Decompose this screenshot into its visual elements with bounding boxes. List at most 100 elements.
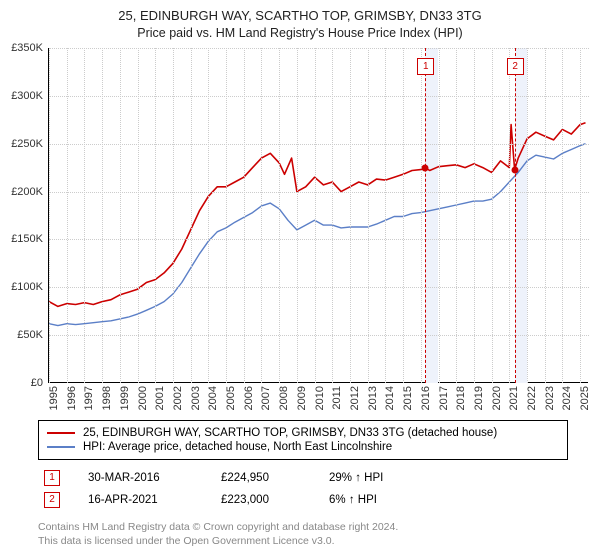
x-tick-label: 2001 (154, 386, 166, 410)
y-tick-label: £300K (11, 90, 43, 102)
gridline-v (67, 48, 68, 383)
legend-label: HPI: Average price, detached house, Nort… (83, 441, 392, 453)
gridline-v (350, 48, 351, 383)
gridline-v (439, 48, 440, 383)
x-tick-label: 1998 (101, 386, 113, 410)
line-layer (49, 48, 589, 383)
event-row: 1 30-MAR-2016 £224,950 29% ↑ HPI (38, 467, 568, 489)
y-tick-label: £0 (31, 377, 43, 389)
gridline-v (580, 48, 581, 383)
legend-swatch (47, 432, 75, 434)
y-tick-label: £250K (11, 138, 43, 150)
gridline-h (49, 335, 589, 336)
chart-container: 25, EDINBURGH WAY, SCARTHO TOP, GRIMSBY,… (0, 0, 600, 560)
x-tick-label: 2018 (455, 386, 467, 410)
y-tick-label: £350K (11, 42, 43, 54)
legend-box: 25, EDINBURGH WAY, SCARTHO TOP, GRIMSBY,… (38, 420, 568, 460)
gridline-v (173, 48, 174, 383)
x-tick-label: 2012 (349, 386, 361, 410)
gridline-v (297, 48, 298, 383)
gridline-v (279, 48, 280, 383)
x-tick-label: 2024 (561, 386, 573, 410)
gridline-h (49, 144, 589, 145)
gridline-v (84, 48, 85, 383)
x-tick-label: 2013 (367, 386, 379, 410)
legend-item-hpi: HPI: Average price, detached house, Nort… (47, 440, 559, 454)
event-marker-flag: 2 (507, 58, 524, 75)
gridline-v (226, 48, 227, 383)
x-tick-label: 1999 (119, 386, 131, 410)
x-tick-label: 2003 (190, 386, 202, 410)
event-marker-box: 1 (44, 470, 60, 486)
x-tick-label: 1995 (48, 386, 60, 410)
event-marker-line (425, 48, 426, 383)
gridline-v (208, 48, 209, 383)
gridline-v (403, 48, 404, 383)
event-price: £223,000 (221, 494, 301, 506)
gridline-v (562, 48, 563, 383)
series-hpi (49, 144, 586, 326)
x-tick-label: 2002 (172, 386, 184, 410)
gridline-v (102, 48, 103, 383)
x-tick-label: 2016 (420, 386, 432, 410)
x-tick-label: 1996 (66, 386, 78, 410)
gridline-v (527, 48, 528, 383)
chart-title: 25, EDINBURGH WAY, SCARTHO TOP, GRIMSBY,… (0, 0, 600, 23)
chart-area: 12 £0£50K£100K£150K£200K£250K£300K£350K1… (48, 48, 588, 383)
footer-line: Contains HM Land Registry data © Crown c… (38, 520, 398, 534)
series-property (49, 123, 586, 307)
x-tick-label: 2009 (296, 386, 308, 410)
x-tick-label: 2004 (207, 386, 219, 410)
gridline-v (368, 48, 369, 383)
event-date: 16-APR-2021 (88, 494, 193, 506)
gridline-v (421, 48, 422, 383)
x-tick-label: 2008 (278, 386, 290, 410)
gridline-v (315, 48, 316, 383)
event-price: £224,950 (221, 472, 301, 484)
gridline-v (138, 48, 139, 383)
event-delta: 6% ↑ HPI (329, 494, 419, 506)
x-tick-label: 2017 (438, 386, 450, 410)
x-tick-label: 2021 (508, 386, 520, 410)
event-table: 1 30-MAR-2016 £224,950 29% ↑ HPI 2 16-AP… (38, 467, 568, 511)
x-tick-label: 2020 (491, 386, 503, 410)
event-delta: 29% ↑ HPI (329, 472, 419, 484)
plot-region: 12 (48, 48, 588, 383)
gridline-h (49, 192, 589, 193)
y-tick-label: £50K (17, 329, 43, 341)
y-tick-label: £150K (11, 233, 43, 245)
gridline-v (474, 48, 475, 383)
event-marker-line (515, 48, 516, 383)
event-marker-flag: 1 (417, 58, 434, 75)
x-tick-label: 2000 (137, 386, 149, 410)
legend-item-property: 25, EDINBURGH WAY, SCARTHO TOP, GRIMSBY,… (47, 426, 559, 440)
x-tick-label: 2010 (314, 386, 326, 410)
event-marker-dot (511, 166, 518, 173)
x-tick-label: 2014 (384, 386, 396, 410)
x-tick-label: 2023 (544, 386, 556, 410)
gridline-v (261, 48, 262, 383)
gridline-h (49, 96, 589, 97)
x-tick-label: 2019 (473, 386, 485, 410)
gridline-h (49, 239, 589, 240)
legend-swatch (47, 446, 75, 448)
x-tick-label: 2011 (331, 386, 343, 410)
x-tick-label: 1997 (83, 386, 95, 410)
gridline-v (385, 48, 386, 383)
gridline-v (155, 48, 156, 383)
event-date: 30-MAR-2016 (88, 472, 193, 484)
gridline-h (49, 48, 589, 49)
gridline-v (492, 48, 493, 383)
footer-attribution: Contains HM Land Registry data © Crown c… (38, 520, 398, 548)
event-row: 2 16-APR-2021 £223,000 6% ↑ HPI (38, 489, 568, 511)
event-marker-dot (422, 164, 429, 171)
x-tick-label: 2005 (225, 386, 237, 410)
gridline-v (509, 48, 510, 383)
footer-line: This data is licensed under the Open Gov… (38, 534, 398, 548)
gridline-v (244, 48, 245, 383)
x-tick-label: 2025 (579, 386, 591, 410)
gridline-v (120, 48, 121, 383)
y-tick-label: £100K (11, 281, 43, 293)
gridline-v (191, 48, 192, 383)
gridline-v (545, 48, 546, 383)
